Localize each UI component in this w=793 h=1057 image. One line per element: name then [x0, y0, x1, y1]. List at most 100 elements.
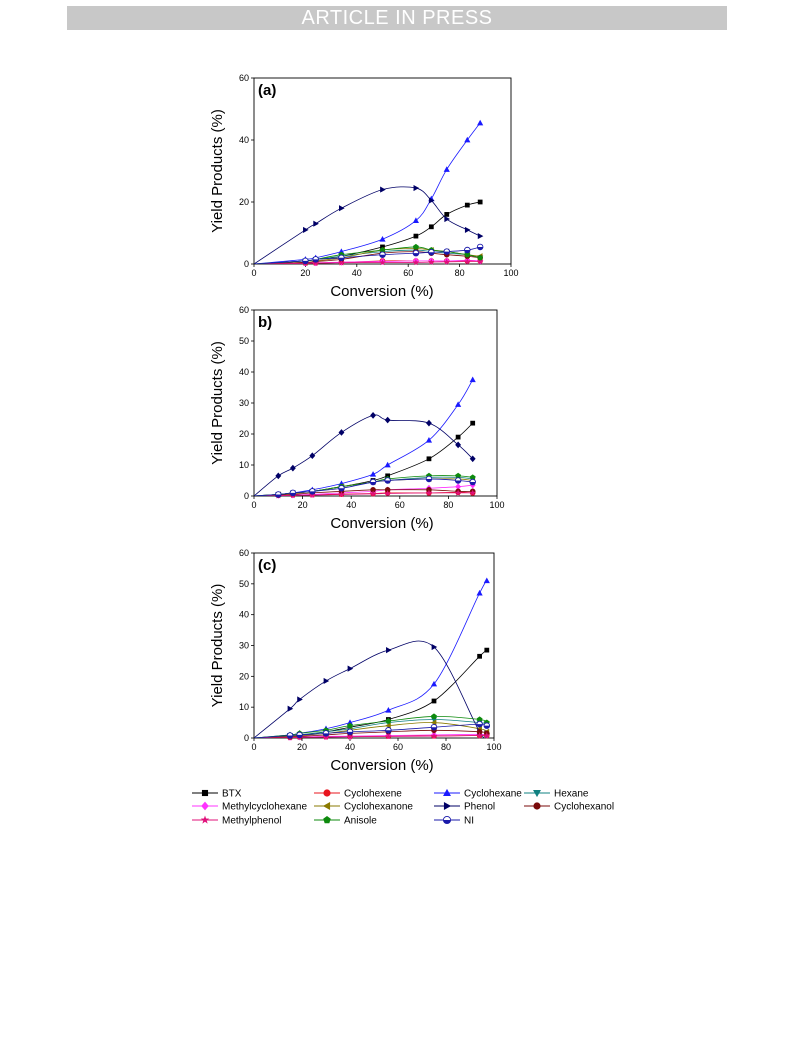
y-tick-label: 20 — [239, 197, 249, 207]
point-phenol — [413, 184, 420, 192]
series-methylphenol — [254, 258, 484, 267]
y-tick-label: 0 — [244, 733, 249, 743]
series-line-cyclohexane — [254, 580, 488, 738]
point-cyclohexane — [443, 166, 450, 172]
y-tick-label: 60 — [239, 305, 249, 315]
point-phenol — [464, 226, 471, 233]
point-phenol — [313, 220, 319, 227]
point-cyclohexane — [483, 577, 490, 584]
series-ni — [254, 475, 476, 498]
point-methylphenol — [483, 732, 491, 739]
series-line-btx — [254, 649, 488, 738]
series-phenol — [254, 184, 484, 264]
point-anisole — [464, 251, 471, 258]
legend-item-cyclohexanone: Cyclohexanone — [314, 802, 413, 813]
y-tick-label: 50 — [239, 336, 249, 346]
point-cyclohexanol — [384, 487, 391, 493]
point-phenol — [428, 197, 435, 204]
point-phenol — [339, 205, 345, 212]
point-methylphenol — [346, 733, 354, 740]
point-anisole — [469, 474, 476, 480]
legend-label: Cyclohexene — [344, 789, 402, 800]
legend-marker-phenol — [443, 802, 452, 810]
legend-marker-hexane — [533, 789, 541, 798]
point-cyclohexane — [455, 401, 462, 407]
series-phenol — [254, 640, 491, 738]
point-methylphenol — [338, 490, 345, 498]
panel-label: (c) — [258, 557, 276, 574]
legend-label: Anisole — [344, 816, 377, 827]
point-btx — [477, 653, 482, 659]
point-cyclohexane — [476, 589, 483, 596]
point-anisole — [412, 243, 419, 250]
series-phenol — [254, 412, 476, 496]
point-cyclohexanol — [476, 729, 483, 735]
legend-marker-cyclohexanone — [322, 802, 331, 810]
point-ni — [476, 243, 484, 251]
point-methylphenol — [463, 258, 471, 265]
point-methylphenol — [428, 258, 435, 265]
point-cyclohexane — [384, 461, 391, 468]
y-tick-label: 0 — [244, 491, 249, 501]
x-tick-label: 20 — [298, 500, 308, 510]
point-phenol — [287, 705, 294, 712]
point-ni — [338, 254, 345, 262]
point-phenol — [323, 677, 330, 685]
x-axis-label: Conversion (%) — [330, 757, 433, 774]
series-ni — [254, 720, 491, 739]
point-methylphenol — [412, 258, 420, 266]
point-ni — [379, 251, 386, 258]
legend-item-methylcyclohexane: Methylcyclohexane — [192, 802, 307, 813]
x-axis-label: Conversion (%) — [330, 283, 433, 300]
y-tick-label: 10 — [239, 702, 249, 712]
point-phenol — [469, 455, 476, 463]
point-phenol — [386, 647, 392, 654]
point-methylphenol — [476, 732, 483, 739]
series-line-btx — [254, 422, 473, 496]
point-cyclohexane — [430, 680, 438, 687]
point-ni — [309, 488, 316, 495]
legend-label: Methylphenol — [222, 816, 281, 827]
point-methylphenol — [369, 490, 377, 497]
point-phenol — [297, 696, 303, 703]
point-methylphenol — [379, 258, 386, 266]
point-btx — [477, 199, 483, 205]
legend-item-phenol: Phenol — [434, 802, 495, 813]
point-methylphenol — [425, 489, 433, 496]
point-btx — [444, 212, 450, 217]
point-phenol — [347, 665, 354, 672]
point-btx — [426, 456, 432, 462]
point-cyclohexane — [385, 707, 392, 713]
y-tick-label: 40 — [239, 135, 249, 145]
point-cyclohexane — [369, 471, 377, 477]
legend-marker-anisole — [323, 816, 331, 824]
point-phenol — [370, 412, 377, 419]
point-phenol — [384, 416, 391, 424]
point-btx — [470, 420, 476, 426]
legend-label: Cyclohexanol — [554, 802, 614, 813]
x-tick-label: 20 — [300, 268, 310, 278]
point-ni — [346, 728, 354, 736]
panel-label: b) — [258, 314, 272, 331]
y-axis-label: Yield Products (%) — [209, 341, 226, 465]
chart-panel-3: 0 20 40 60 80 100 0 10 20 30 40 50 60 Conversion (%) Y… — [209, 548, 502, 774]
panel-label: (a) — [258, 82, 276, 99]
point-methylphenol — [476, 258, 484, 265]
series-cyclohexane — [254, 119, 484, 264]
point-ni — [369, 478, 377, 486]
point-phenol — [309, 452, 316, 460]
series-cyclohexane — [254, 577, 490, 738]
legend-item-hexane: Hexane — [524, 789, 589, 800]
legend-marker-ni — [442, 815, 452, 825]
point-ni — [338, 485, 345, 492]
point-methylphenol — [469, 489, 477, 496]
point-ni — [428, 248, 435, 256]
series-line-cyclohexanol — [254, 489, 473, 496]
point-btx — [380, 244, 385, 250]
legend-marker-methylcyclohexane — [201, 801, 209, 811]
series-line-cyclohexanol — [254, 251, 481, 264]
point-anisole — [347, 722, 353, 729]
point-methylphenol — [430, 732, 438, 739]
